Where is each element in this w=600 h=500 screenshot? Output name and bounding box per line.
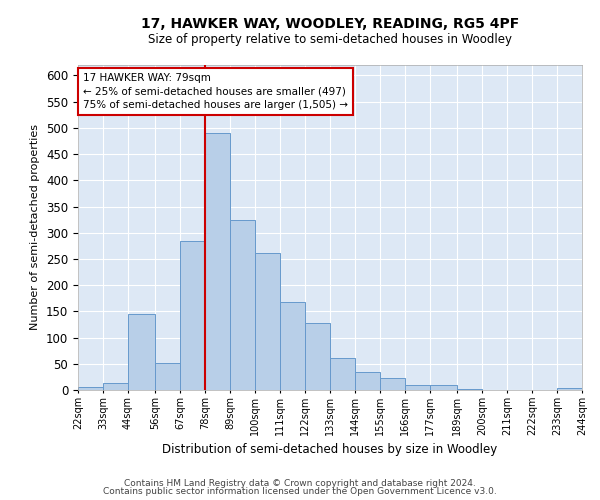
Bar: [255, 252, 280, 390]
Bar: [430, 386, 457, 390]
Bar: [330, 358, 355, 390]
Bar: [78, 388, 103, 390]
Bar: [103, 383, 128, 390]
Bar: [180, 240, 205, 390]
Text: 17 HAWKER WAY: 79sqm
← 25% of semi-detached houses are smaller (497)
75% of semi: 17 HAWKER WAY: 79sqm ← 25% of semi-detac…: [83, 73, 348, 110]
Bar: [230, 220, 255, 390]
Bar: [355, 372, 380, 390]
Text: 17, HAWKER WAY, WOODLEY, READING, RG5 4PF: 17, HAWKER WAY, WOODLEY, READING, RG5 4P…: [141, 18, 519, 32]
Text: Contains HM Land Registry data © Crown copyright and database right 2024.: Contains HM Land Registry data © Crown c…: [124, 478, 476, 488]
Bar: [305, 324, 330, 390]
Bar: [128, 314, 155, 390]
Bar: [280, 302, 305, 390]
Bar: [380, 378, 405, 390]
Bar: [405, 385, 430, 390]
Bar: [155, 362, 180, 390]
X-axis label: Distribution of semi-detached houses by size in Woodley: Distribution of semi-detached houses by …: [163, 444, 497, 456]
Bar: [557, 388, 582, 390]
Y-axis label: Number of semi-detached properties: Number of semi-detached properties: [31, 124, 40, 330]
Bar: [205, 133, 230, 390]
Text: Contains public sector information licensed under the Open Government Licence v3: Contains public sector information licen…: [103, 487, 497, 496]
Text: Size of property relative to semi-detached houses in Woodley: Size of property relative to semi-detach…: [148, 32, 512, 46]
